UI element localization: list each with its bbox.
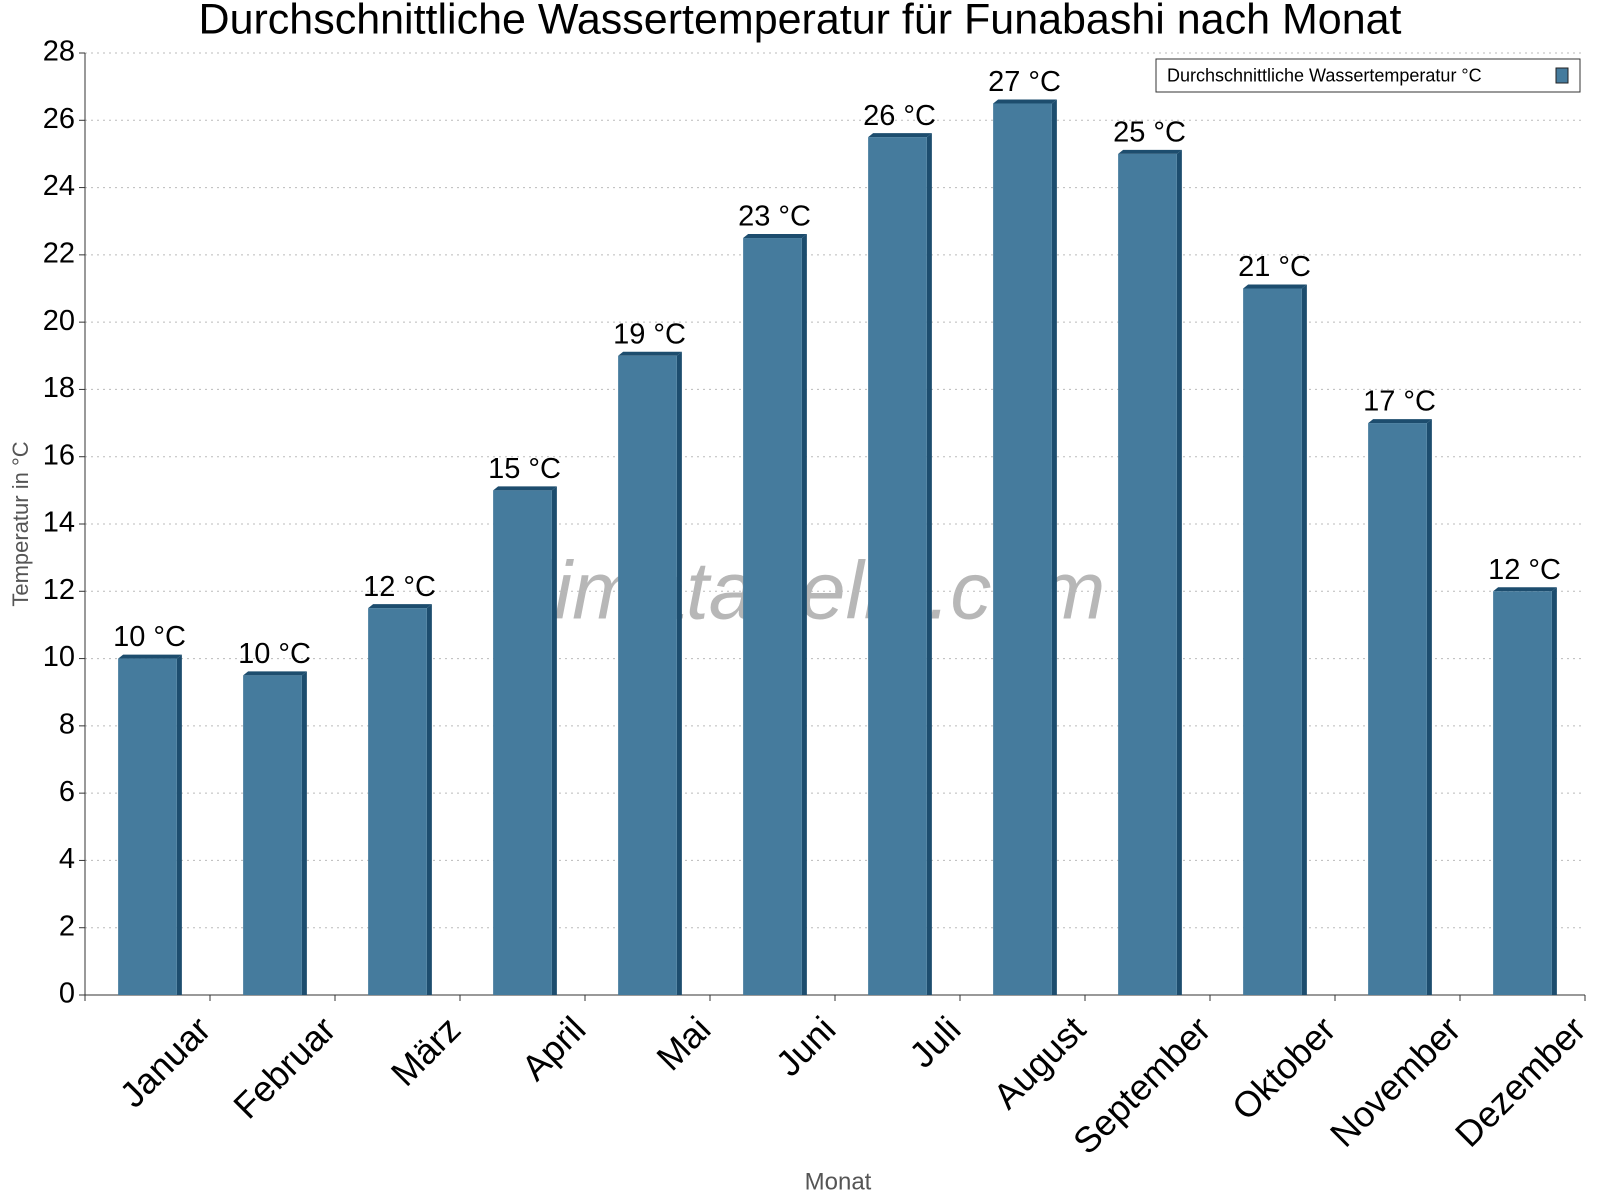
bar-side (1426, 419, 1432, 996)
bar (118, 658, 177, 995)
bar-top (243, 671, 307, 676)
bar-side (801, 234, 807, 996)
data-label: 21 °C (1238, 251, 1311, 283)
y-tick-label: 4 (59, 843, 75, 875)
x-tick-label: Oktober (1224, 1008, 1344, 1128)
bar (993, 103, 1052, 995)
data-label: 23 °C (738, 201, 811, 233)
x-axis-label: Monat (805, 1168, 872, 1195)
bar (868, 137, 927, 995)
data-label: 10 °C (113, 621, 186, 653)
bar-side (426, 604, 432, 995)
bar-top (368, 604, 432, 609)
y-tick-label: 16 (43, 439, 75, 471)
bar-side (1176, 149, 1182, 995)
bar-side (176, 654, 182, 995)
bar-side (926, 133, 932, 995)
bar-top (743, 234, 807, 239)
y-tick-label: 26 (43, 103, 75, 135)
bar (1118, 153, 1177, 995)
bar-top (618, 351, 682, 356)
bar-side (1301, 284, 1307, 995)
bar (368, 608, 427, 995)
bar-top (1118, 149, 1182, 154)
x-tick-label: März (383, 1008, 469, 1094)
x-tick-label: Juli (901, 1008, 968, 1075)
x-tick-label: November (1322, 1008, 1468, 1154)
data-label: 15 °C (488, 453, 561, 485)
data-label: 12 °C (363, 571, 436, 603)
bar-side (551, 486, 557, 995)
y-tick-label: 28 (43, 36, 75, 68)
bar-top (993, 99, 1057, 104)
legend-box (1155, 58, 1581, 93)
bar (1368, 423, 1427, 996)
x-tick-label: Mai (648, 1008, 718, 1078)
data-label: 25 °C (1113, 117, 1186, 149)
x-tick-label: August (985, 1008, 1093, 1116)
y-tick-label: 22 (43, 238, 75, 270)
legend-label: Durchschnittliche Wassertemperatur °C (1167, 65, 1482, 85)
bar-top (1368, 419, 1432, 424)
bar (743, 238, 802, 996)
x-tick-label: Januar (112, 1008, 219, 1115)
x-tick-label: April (513, 1008, 593, 1088)
x-tick-label: September (1065, 1008, 1219, 1162)
bar-top (1243, 284, 1307, 289)
bar-top (493, 486, 557, 491)
x-tick-label: Februar (225, 1008, 343, 1126)
legend-swatch (1555, 67, 1569, 84)
y-tick-label: 0 (59, 978, 75, 1010)
bar-top (1493, 587, 1557, 592)
y-tick-label: 6 (59, 776, 75, 808)
chart-title: Durchschnittliche Wassertemperatur für F… (199, 0, 1402, 43)
y-tick-label: 2 (59, 910, 75, 942)
bar-top (868, 133, 932, 138)
x-tick-label: Juni (768, 1008, 844, 1084)
y-tick-label: 20 (43, 305, 75, 337)
y-tick-label: 24 (43, 170, 75, 202)
bar (1243, 288, 1302, 995)
y-axis-label: Temperatur in °C (8, 441, 33, 606)
data-label: 17 °C (1363, 386, 1436, 418)
bar-top (118, 654, 182, 659)
y-tick-label: 8 (59, 709, 75, 741)
y-tick-label: 12 (43, 574, 75, 606)
data-label: 26 °C (863, 100, 936, 132)
x-tick-label: Dezember (1447, 1008, 1593, 1154)
data-label: 27 °C (988, 66, 1061, 98)
bar-side (1051, 99, 1057, 995)
bar-side (301, 671, 307, 995)
bar-side (676, 351, 682, 995)
bar (243, 675, 302, 995)
data-label: 10 °C (238, 638, 311, 670)
y-tick-label: 14 (43, 507, 75, 539)
data-label: 19 °C (613, 318, 686, 350)
data-label: 12 °C (1488, 554, 1561, 586)
y-tick-label: 10 (43, 641, 75, 673)
y-tick-label: 18 (43, 372, 75, 404)
bar-side (1551, 587, 1557, 995)
bar (1493, 591, 1552, 995)
bar (493, 490, 552, 995)
bar (618, 355, 677, 995)
